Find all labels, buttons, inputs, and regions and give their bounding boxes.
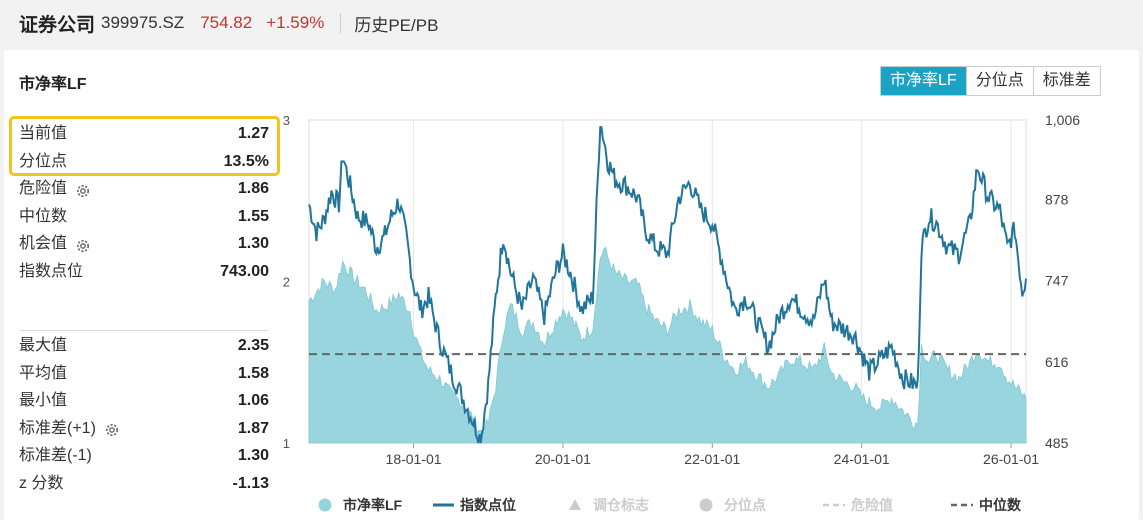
x-tick-label: 18-01-01 bbox=[386, 451, 442, 467]
legend-label[interactable]: 危险值 bbox=[850, 497, 893, 513]
panel-title: 市净率LF bbox=[19, 76, 87, 93]
x-tick-label: 22-01-01 bbox=[684, 451, 740, 467]
stat-row: 当前值 1.27 bbox=[19, 120, 269, 147]
legend-triangle-icon bbox=[569, 499, 581, 510]
stat-row: 标准差(-1) 1.30 bbox=[19, 442, 269, 469]
y-right-tick-label: 878 bbox=[1045, 191, 1069, 207]
stat-row: 最小值 1.06 bbox=[19, 387, 269, 414]
stat-label: 分位点 bbox=[19, 152, 68, 170]
stat-value: 1.30 bbox=[237, 235, 269, 252]
stat-label: 当前值 bbox=[19, 125, 68, 142]
index-line-series bbox=[308, 126, 1027, 444]
stat-row: 危险值 1.86 bbox=[19, 175, 269, 202]
legend-label[interactable]: 市净率LF bbox=[343, 497, 403, 513]
legend-circle-icon bbox=[699, 498, 713, 512]
stat-label: 标准差(-1) bbox=[19, 447, 92, 464]
y-left-tick-label: 2 bbox=[283, 275, 290, 290]
stat-value: 1.58 bbox=[237, 364, 269, 382]
stat-row: 标准差(+1) 1.87 bbox=[19, 415, 269, 442]
legend-label[interactable]: 分位点 bbox=[724, 497, 766, 513]
index-code: 399975.SZ bbox=[101, 13, 185, 32]
history-link[interactable]: 历史PE/PB bbox=[354, 15, 439, 35]
y-right-tick-label: 485 bbox=[1045, 435, 1069, 451]
stat-label: z 分数 bbox=[19, 474, 64, 492]
stat-value: -1.13 bbox=[232, 474, 269, 492]
stat-value: 1.87 bbox=[237, 419, 269, 437]
index-price: 754.82 bbox=[200, 13, 253, 32]
stat-label: 危险值 bbox=[19, 175, 91, 202]
stat-label: 标准差(+1) bbox=[19, 415, 120, 442]
stat-value: 1.86 bbox=[237, 180, 269, 197]
stat-value: 1.27 bbox=[237, 125, 269, 142]
tab-percentile[interactable]: 分位点 bbox=[965, 67, 1033, 95]
metric-tabs: 市净率LF 分位点 标准差 bbox=[880, 66, 1101, 96]
pb-area-series bbox=[308, 246, 1027, 444]
gear-icon[interactable] bbox=[75, 236, 91, 252]
legend-label[interactable]: 指数点位 bbox=[460, 497, 516, 513]
stat-value: 1.30 bbox=[237, 447, 269, 464]
stat-row: 中位数 1.55 bbox=[19, 203, 269, 230]
stat-label: 最大值 bbox=[19, 337, 68, 354]
stat-value: 743.00 bbox=[220, 262, 269, 280]
current-value-highlight bbox=[9, 116, 280, 176]
stat-label: 平均值 bbox=[19, 364, 68, 382]
y-left-tick-label: 3 bbox=[283, 113, 290, 128]
header-divider bbox=[340, 13, 342, 33]
x-tick-label: 20-01-01 bbox=[535, 451, 591, 467]
y-right-tick-label: 616 bbox=[1045, 354, 1069, 370]
tab-stddev[interactable]: 标准差 bbox=[1032, 67, 1100, 95]
legend-label[interactable]: 中位数 bbox=[979, 497, 1022, 513]
stat-row: 机会值 1.30 bbox=[19, 230, 269, 257]
stat-label: 指数点位 bbox=[19, 262, 84, 280]
stat-row: 指数点位 743.00 bbox=[19, 258, 269, 285]
header-bar: 证券公司 399975.SZ 754.82 +1.59% 历史PE/PB bbox=[0, 0, 1143, 46]
y-right-tick-label: 1,006 bbox=[1045, 112, 1080, 128]
stat-label: 中位数 bbox=[19, 207, 68, 225]
stat-value: 2.35 bbox=[237, 337, 269, 354]
legend-label[interactable]: 调仓标志 bbox=[593, 497, 649, 513]
stat-row: 平均值 1.58 bbox=[19, 360, 269, 387]
stat-value: 1.06 bbox=[237, 392, 269, 409]
y-left-tick-label: 1 bbox=[283, 436, 290, 451]
y-right-tick-label: 747 bbox=[1045, 273, 1069, 289]
stat-row: 最大值 2.35 bbox=[19, 332, 269, 359]
stat-label: 最小值 bbox=[19, 392, 68, 409]
stat-value: 1.55 bbox=[237, 207, 269, 225]
stat-row: 分位点 13.5% bbox=[19, 148, 269, 175]
tab-pb[interactable]: 市净率LF bbox=[881, 67, 966, 95]
x-tick-label: 24-01-01 bbox=[834, 451, 890, 467]
gear-icon[interactable] bbox=[104, 420, 120, 436]
legend-circle-icon bbox=[318, 498, 332, 512]
stat-label: 机会值 bbox=[19, 230, 91, 257]
valuation-card: 市净率LF 市净率LF 分位点 标准差 当前值 1.27 分位点 13.5% 危险值 1.… bbox=[4, 50, 1139, 520]
stat-row: z 分数 -1.13 bbox=[19, 470, 269, 497]
stat-value: 13.5% bbox=[223, 152, 269, 170]
pb-chart: 18-01-01 20-01-01 22-01-01 24-01-01 26-01-01… bbox=[283, 112, 1080, 513]
gear-icon[interactable] bbox=[75, 181, 91, 197]
index-name: 证券公司 bbox=[19, 14, 96, 36]
x-tick-label: 26-01-01 bbox=[983, 451, 1039, 467]
stats-divider bbox=[19, 330, 269, 331]
index-change: +1.59% bbox=[266, 13, 325, 32]
